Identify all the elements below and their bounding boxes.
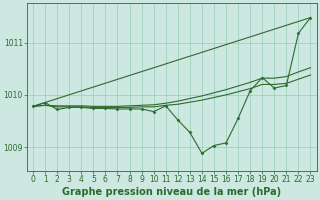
X-axis label: Graphe pression niveau de la mer (hPa): Graphe pression niveau de la mer (hPa) (62, 187, 281, 197)
